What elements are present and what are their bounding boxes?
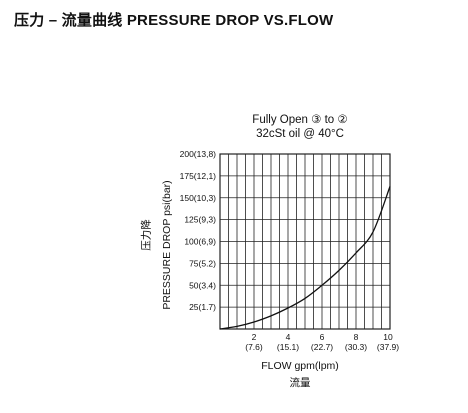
x-tick-label: 8	[354, 332, 359, 342]
y-tick-label: 50(3.4)	[189, 280, 216, 290]
y-tick-label: 200(13,8)	[180, 149, 217, 159]
x-tick-label: 10	[383, 332, 393, 342]
y-axis-label-wrap: PRESSURE DROP psi(bar)	[157, 150, 177, 340]
x-tick-label: 2	[252, 332, 257, 342]
x-axis-label: FLOW gpm(lpm)	[261, 360, 339, 372]
x-tick-sublabel: (37.9)	[377, 342, 399, 352]
y-tick-label: 150(10,3)	[180, 193, 217, 203]
y-axis-label-cn-wrap: 压力降	[138, 215, 154, 255]
y-tick-label: 175(12,1)	[180, 171, 217, 181]
x-axis-label-cn: 流量	[289, 377, 311, 389]
x-tick-sublabel: (15.1)	[277, 342, 299, 352]
y-tick-label: 125(9,3)	[184, 215, 216, 225]
chart-title: Fully Open ③ to ②	[252, 114, 348, 126]
chart-subtitle: 32cSt oil @ 40°C	[256, 128, 344, 140]
y-tick-label: 25(1.7)	[189, 302, 216, 312]
y-axis-label-cn: 压力降	[140, 219, 153, 251]
y-axis-label: PRESSURE DROP psi(bar)	[161, 180, 173, 310]
x-tick-sublabel: (30.3)	[345, 342, 367, 352]
series-line	[219, 186, 391, 330]
y-tick-label: 75(5.2)	[189, 258, 216, 268]
x-tick-label: 4	[286, 332, 291, 342]
y-tick-label: 100(6,9)	[184, 237, 216, 247]
x-tick-sublabel: (22.7)	[311, 342, 333, 352]
x-tick-label: 6	[320, 332, 325, 342]
page-heading: 压力 – 流量曲线 PRESSURE DROP VS.FLOW	[14, 12, 334, 29]
x-tick-sublabel: (7.6)	[245, 342, 263, 352]
